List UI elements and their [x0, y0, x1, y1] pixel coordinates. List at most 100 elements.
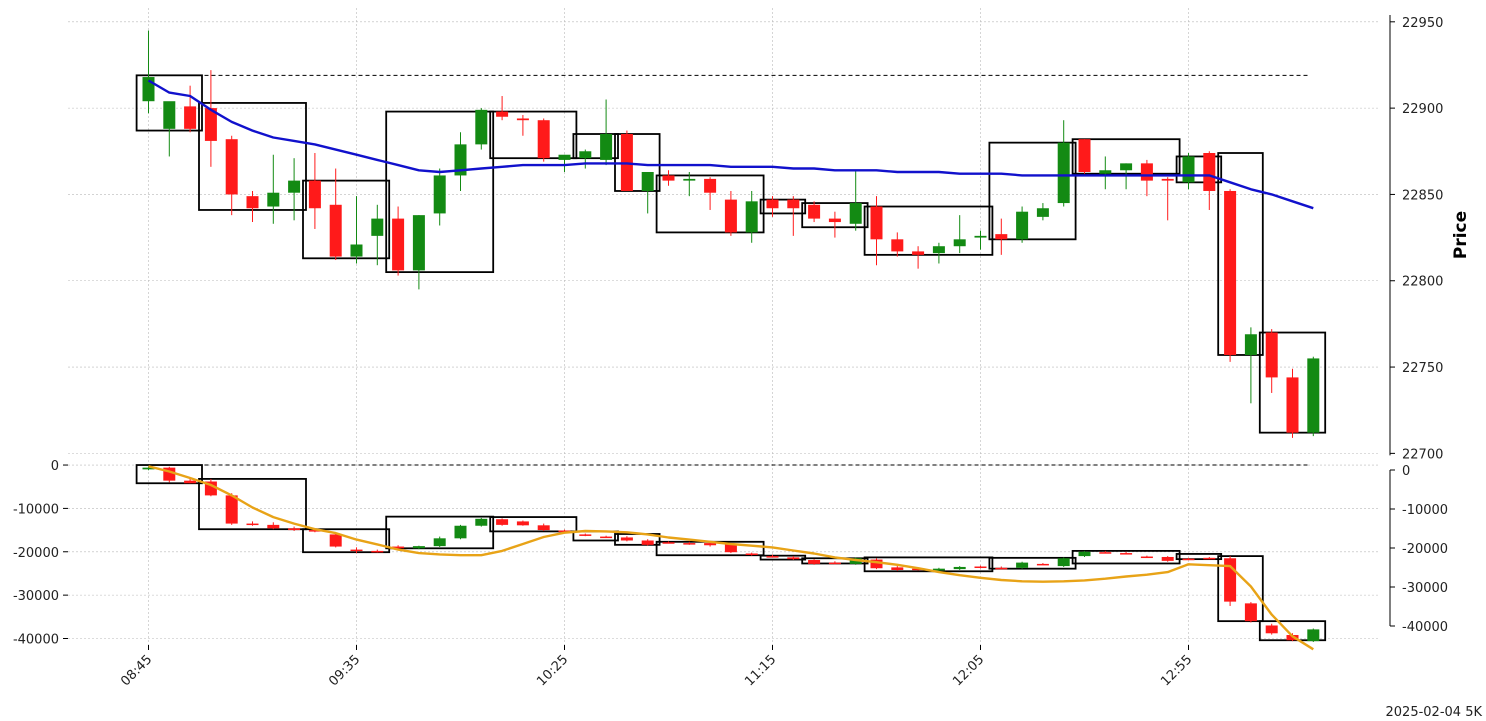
- price-candle: [953, 239, 966, 247]
- cum-candle: [1078, 551, 1091, 557]
- price-candle: [433, 175, 446, 214]
- price-candle: [1286, 377, 1299, 433]
- price-candle: [745, 201, 758, 233]
- cum-candle: [1307, 629, 1320, 642]
- cum-candle: [350, 549, 363, 552]
- cum-candle: [974, 566, 987, 569]
- cum-candle: [516, 521, 529, 526]
- price-candle: [704, 178, 717, 193]
- cum-candle: [641, 540, 654, 545]
- price-box: [988, 141, 1077, 241]
- cum-candle: [329, 534, 342, 547]
- price-box: [863, 205, 994, 256]
- price-candle: [766, 199, 779, 209]
- price-box: [385, 110, 495, 274]
- price-candle: [787, 199, 800, 209]
- price-candle: [662, 175, 675, 181]
- cum-candle: [683, 543, 696, 545]
- price-candle: [1016, 211, 1029, 240]
- price-candle: [828, 218, 841, 223]
- x-tick-label: 08:45: [118, 652, 155, 689]
- price-candle: [267, 192, 280, 207]
- cum-right-tick-label: -20000: [1402, 542, 1448, 557]
- price-box: [302, 179, 391, 260]
- footer-label: 2025-02-04 5K: [1386, 705, 1483, 720]
- cum-candle: [662, 542, 675, 544]
- cum-candle: [454, 525, 467, 539]
- price-candle: [1203, 153, 1216, 191]
- price-candle: [1140, 163, 1153, 181]
- cum-candle: [496, 519, 509, 525]
- price-candle: [350, 244, 363, 257]
- price-candle: [1036, 208, 1049, 217]
- price-candle: [808, 204, 821, 219]
- cum-candle: [184, 480, 197, 484]
- price-candle: [288, 180, 301, 193]
- cum-candle: [828, 562, 841, 565]
- cum-candle: [579, 534, 592, 536]
- cum-candle: [392, 546, 405, 549]
- cum-right-tick-label: 0: [1402, 464, 1410, 479]
- cum-candle: [620, 537, 633, 541]
- price-candle: [995, 234, 1008, 240]
- cum-box: [198, 478, 307, 531]
- cum-candle: [246, 523, 259, 526]
- price-box: [655, 174, 765, 234]
- cum-candle: [1203, 557, 1216, 560]
- price-candle: [1057, 142, 1070, 204]
- price-candle: [1224, 190, 1237, 355]
- price-candle: [1161, 178, 1174, 181]
- cum-candle: [1016, 562, 1029, 568]
- price-candle: [163, 101, 176, 129]
- x-tick-label: 11:15: [742, 652, 779, 689]
- price-box: [572, 133, 619, 160]
- cum-candle: [704, 543, 717, 546]
- price-candle: [849, 203, 862, 224]
- cum-right-tick-label: -10000: [1402, 503, 1448, 518]
- cum-box: [489, 516, 578, 533]
- price-candle: [683, 178, 696, 181]
- price-candle: [371, 218, 384, 236]
- cum-left-tick-label: -30000: [13, 589, 59, 604]
- price-ma-line: [147, 79, 1314, 210]
- price-candle: [932, 246, 945, 254]
- cum-right-tick-label: -30000: [1402, 581, 1448, 596]
- price-candle: [891, 239, 904, 252]
- cum-candle: [1036, 563, 1049, 566]
- price-candle: [912, 251, 925, 255]
- price-box: [759, 198, 807, 215]
- price-candle: [1307, 358, 1320, 433]
- price-candle: [246, 196, 259, 209]
- price-candle: [724, 199, 737, 233]
- price-candle: [308, 180, 321, 209]
- cum-candle: [558, 530, 571, 533]
- cum-candle: [1057, 558, 1070, 567]
- cum-box: [302, 528, 391, 554]
- cum-candle: [433, 538, 446, 547]
- cum-candle: [142, 467, 155, 470]
- cum-right-tick-label: -40000: [1402, 620, 1448, 635]
- cum-candle: [1099, 552, 1112, 554]
- cum-left-tick-label: -20000: [13, 546, 59, 561]
- price-y-tick-label: 22950: [1402, 16, 1443, 31]
- price-candle: [475, 109, 488, 145]
- price-candle: [579, 151, 592, 159]
- price-box: [1175, 155, 1223, 184]
- cum-left-tick-label: -10000: [13, 502, 59, 517]
- cum-candle: [1182, 558, 1195, 561]
- cum-candle: [995, 567, 1008, 570]
- price-candle: [1265, 332, 1278, 378]
- price-y-tick-label: 22900: [1402, 102, 1443, 117]
- cum-candle: [267, 524, 280, 529]
- cum-candle: [1140, 556, 1153, 559]
- price-y-tick-label: 22850: [1402, 188, 1443, 203]
- price-candle: [558, 154, 571, 160]
- cum-left-tick-label: -40000: [13, 632, 59, 647]
- cum-candle: [745, 553, 758, 555]
- price-candle: [204, 108, 217, 141]
- price-y-tick-label: 22750: [1402, 361, 1443, 376]
- price-candle: [1244, 334, 1257, 355]
- price-candle: [537, 120, 550, 159]
